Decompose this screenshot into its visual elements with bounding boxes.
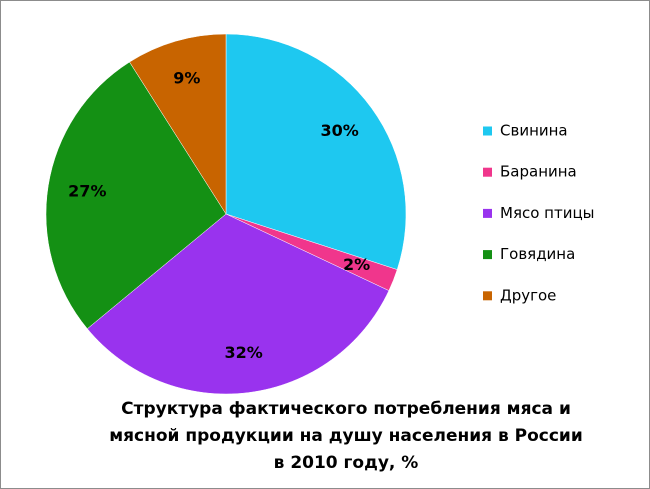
legend-label: Говядина bbox=[500, 245, 575, 263]
legend-swatch bbox=[483, 250, 492, 260]
legend-swatch bbox=[483, 291, 492, 301]
legend-swatch bbox=[483, 208, 492, 218]
data-label: 9% bbox=[173, 69, 200, 88]
pie-slice bbox=[129, 33, 227, 215]
legend-swatch bbox=[483, 167, 492, 177]
legend-label: Мясо птицы bbox=[500, 204, 595, 222]
data-label: 30% bbox=[320, 121, 358, 140]
legend-label: Свинина bbox=[500, 122, 568, 140]
pie-slice bbox=[45, 61, 227, 330]
data-label: 27% bbox=[68, 182, 106, 201]
legend-label: Баранина bbox=[500, 163, 577, 181]
data-label: 2% bbox=[343, 255, 370, 274]
pie-slice bbox=[86, 213, 390, 395]
data-label: 32% bbox=[224, 343, 262, 362]
legend-label: Другое bbox=[500, 286, 556, 304]
legend-swatch bbox=[483, 126, 492, 136]
chart-title: Структура фактического потребления мяса … bbox=[109, 399, 583, 473]
pie-slice bbox=[225, 33, 407, 270]
